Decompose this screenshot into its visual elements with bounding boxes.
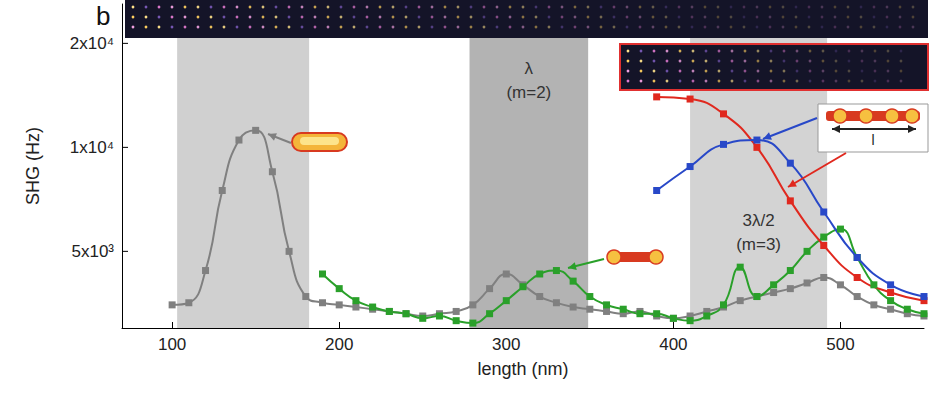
svg-text:b: b	[96, 1, 110, 31]
svg-text:5x10³: 5x10³	[71, 242, 114, 261]
svg-text:1x10⁴: 1x10⁴	[70, 138, 114, 157]
svg-text:SHG (Hz): SHG (Hz)	[23, 127, 43, 205]
svg-text:500: 500	[826, 335, 854, 354]
svg-text:400: 400	[659, 335, 687, 354]
svg-text:l: l	[871, 132, 874, 148]
svg-text:200: 200	[325, 335, 353, 354]
svg-text:3λ/2: 3λ/2	[743, 211, 775, 230]
svg-text:100: 100	[158, 335, 186, 354]
svg-text:length (nm): length (nm)	[477, 359, 568, 379]
svg-text:(m=3): (m=3)	[736, 235, 781, 254]
svg-text:(m=2): (m=2)	[506, 83, 551, 102]
svg-text:2x10⁴: 2x10⁴	[70, 34, 114, 53]
svg-text:λ: λ	[525, 59, 534, 78]
svg-text:300: 300	[492, 335, 520, 354]
